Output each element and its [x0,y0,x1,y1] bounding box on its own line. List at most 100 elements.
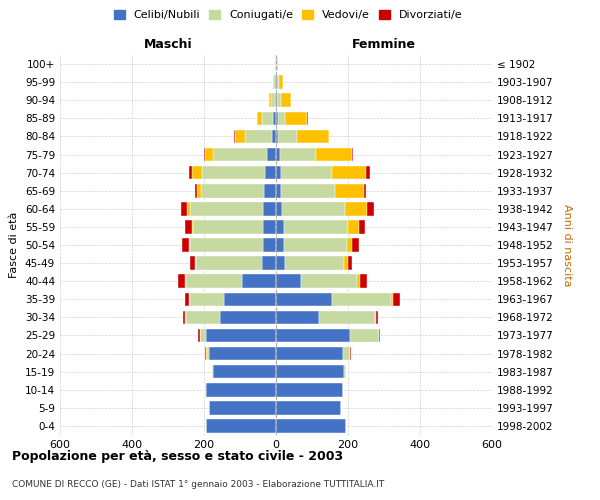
Bar [185,220,192,234]
Bar [332,166,366,179]
Bar [379,328,380,342]
Bar [272,130,276,143]
Bar [348,256,352,270]
Bar [273,76,274,89]
Y-axis label: Fasce di età: Fasce di età [10,212,19,278]
Bar [276,401,341,414]
Bar [281,166,332,179]
Bar [276,76,277,89]
Bar [263,220,276,234]
Bar [359,220,365,234]
Text: Femmine: Femmine [352,38,416,52]
Bar [277,76,278,89]
Bar [196,256,262,270]
Bar [364,184,366,198]
Bar [181,202,187,215]
Bar [276,310,319,324]
Bar [393,292,400,306]
Bar [281,94,292,107]
Bar [190,202,263,215]
Bar [190,292,224,306]
Bar [220,310,276,324]
Bar [205,347,206,360]
Bar [273,112,276,125]
Bar [348,220,359,234]
Bar [267,148,276,162]
Bar [184,310,185,324]
Bar [278,112,285,125]
Bar [185,274,186,288]
Bar [280,148,316,162]
Bar [276,130,278,143]
Bar [276,202,283,215]
Bar [346,202,367,215]
Bar [182,238,188,252]
Bar [276,383,343,396]
Bar [276,347,343,360]
Bar [202,184,265,198]
Bar [276,274,301,288]
Bar [206,383,276,396]
Bar [213,365,276,378]
Bar [391,292,393,306]
Bar [352,238,359,252]
Bar [277,58,278,71]
Bar [307,112,308,125]
Bar [350,328,379,342]
Bar [278,76,283,89]
Bar [276,238,284,252]
Bar [263,202,276,215]
Bar [234,130,235,143]
Bar [262,112,273,125]
Bar [186,310,220,324]
Bar [352,148,353,162]
Bar [242,274,276,288]
Bar [190,238,263,252]
Bar [257,112,262,125]
Bar [178,274,185,288]
Bar [319,310,375,324]
Bar [344,256,348,270]
Bar [335,184,364,198]
Bar [262,256,276,270]
Bar [276,220,284,234]
Text: COMUNE DI RECCO (GE) - Dati ISTAT 1° gennaio 2003 - Elaborazione TUTTITALIA.IT: COMUNE DI RECCO (GE) - Dati ISTAT 1° gen… [12,480,384,489]
Bar [276,112,278,125]
Bar [206,328,276,342]
Text: Maschi: Maschi [143,38,193,52]
Bar [274,76,275,89]
Bar [186,274,242,288]
Bar [188,238,190,252]
Bar [275,94,276,107]
Bar [357,274,360,288]
Bar [235,130,245,143]
Bar [209,347,276,360]
Bar [347,238,352,252]
Bar [276,148,280,162]
Bar [284,238,347,252]
Bar [275,76,276,89]
Bar [213,148,267,162]
Bar [332,292,391,306]
Bar [367,202,374,215]
Bar [344,365,346,378]
Bar [276,184,281,198]
Bar [224,292,276,306]
Bar [195,256,196,270]
Bar [284,220,348,234]
Bar [276,328,350,342]
Bar [265,184,276,198]
Bar [277,94,281,107]
Bar [276,94,277,107]
Bar [278,130,297,143]
Bar [190,256,195,270]
Bar [245,130,272,143]
Bar [276,292,332,306]
Bar [192,166,202,179]
Bar [276,365,344,378]
Bar [189,292,190,306]
Bar [187,202,190,215]
Bar [198,328,200,342]
Bar [192,220,193,234]
Bar [276,166,281,179]
